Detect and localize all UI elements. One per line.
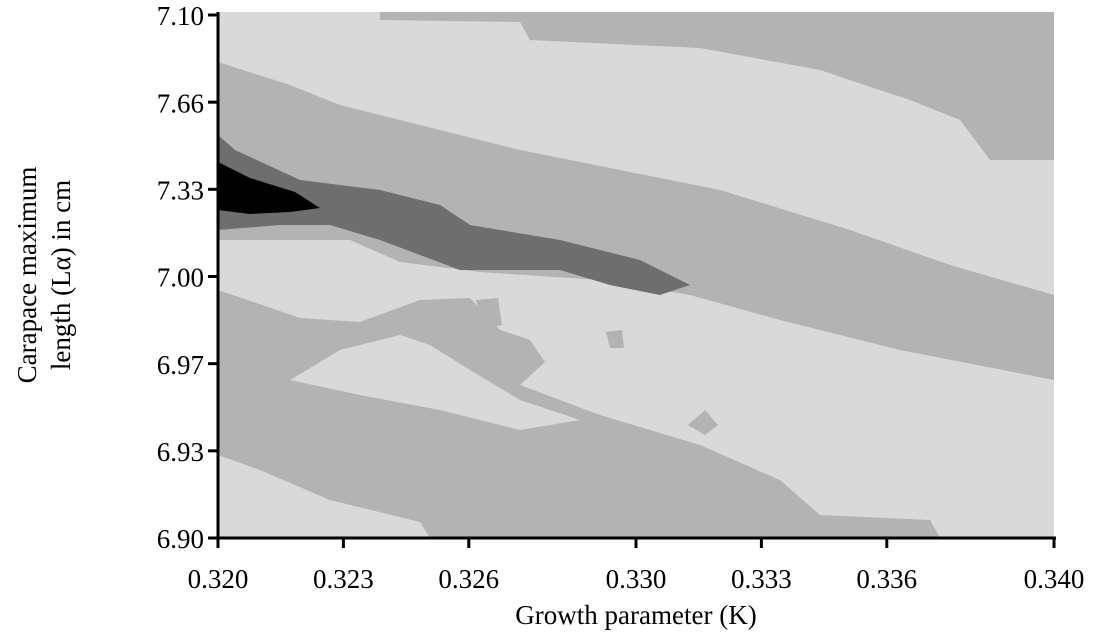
contour-plot xyxy=(218,12,1054,538)
contour-band xyxy=(218,12,1054,295)
contour-band xyxy=(606,330,624,348)
y-axis-title: length (Lα) in cm xyxy=(46,180,76,370)
y-tick-label: 6.90 xyxy=(157,524,204,554)
contour-band xyxy=(218,455,430,538)
contour-band xyxy=(688,410,718,435)
x-tick-label: 0.326 xyxy=(438,564,499,594)
y-tick-label: 6.97 xyxy=(157,350,204,380)
contour-band xyxy=(476,298,502,330)
x-tick-label: 0.323 xyxy=(313,564,374,594)
y-axis-title: Carapace maximum xyxy=(12,167,42,384)
x-tick-label: 0.340 xyxy=(1024,564,1085,594)
x-tick-label: 0.333 xyxy=(731,564,792,594)
contour-band xyxy=(218,162,320,214)
y-tick-label: 7.33 xyxy=(157,176,204,206)
x-tick-label: 0.330 xyxy=(606,564,667,594)
y-tick-label: 7.00 xyxy=(157,263,204,293)
contour-band xyxy=(218,135,690,295)
contour-band xyxy=(290,335,580,430)
x-tick-label: 0.320 xyxy=(188,564,249,594)
y-tick-label: 6.93 xyxy=(157,437,204,467)
x-axis-title: Growth parameter (K) xyxy=(515,600,756,630)
y-tick-label: 7.66 xyxy=(157,88,204,118)
y-tick-label: 7.10 xyxy=(157,1,204,31)
x-tick-label: 0.336 xyxy=(856,564,917,594)
